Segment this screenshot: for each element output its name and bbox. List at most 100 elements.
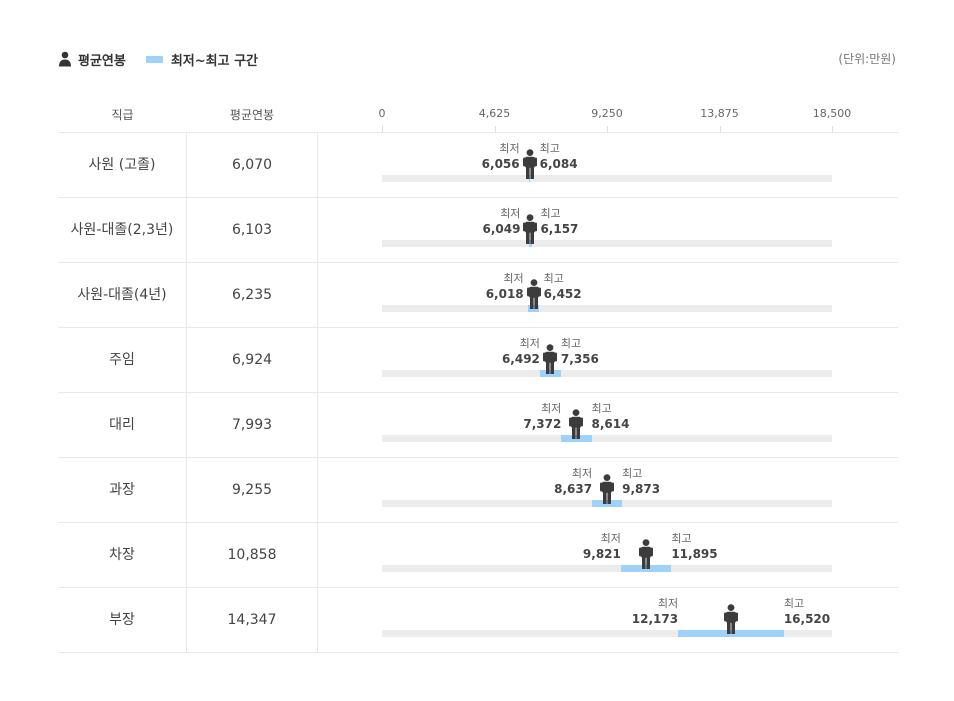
min-label: 최저 12,173 bbox=[632, 597, 678, 627]
range-track bbox=[382, 435, 832, 442]
grade-cell: 차장 bbox=[58, 523, 187, 587]
min-value: 6,492 bbox=[501, 352, 540, 366]
min-value: 6,049 bbox=[482, 222, 521, 236]
min-label: 최저 6,492 bbox=[502, 337, 540, 367]
max-value: 9,873 bbox=[622, 482, 661, 496]
min-caption: 최저 bbox=[600, 532, 621, 545]
max-caption: 최고 bbox=[783, 597, 805, 610]
min-label: 최저 8,637 bbox=[554, 467, 592, 497]
table-row: 부장 14,347 최저 12,173 최고 16,520 bbox=[58, 588, 898, 653]
table-row: 주임 6,924 최저 6,492 최고 7,356 bbox=[58, 328, 898, 393]
max-caption: 최고 bbox=[591, 402, 612, 415]
person-icon bbox=[523, 214, 538, 244]
range-bar bbox=[529, 240, 532, 247]
table-row: 차장 10,858 최저 9,821 최고 11,895 bbox=[58, 523, 898, 588]
max-value: 11,895 bbox=[671, 547, 718, 561]
legend: 평균연봉 최저~최고 구간 bbox=[58, 48, 258, 70]
max-caption: 최고 bbox=[560, 337, 582, 350]
salary-table: 직급 평균연봉 0 4,625 9,250 13,875 18,500 사원 (고졸) 6… bbox=[58, 96, 898, 653]
range-bar bbox=[529, 175, 531, 182]
person-icon bbox=[600, 474, 615, 504]
person-icon bbox=[569, 409, 584, 439]
min-caption: 최저 bbox=[519, 337, 540, 350]
min-caption: 최저 bbox=[500, 207, 521, 220]
table-body: 사원 (고졸) 6,070 최저 6,056 최고 6,084 사원-대졸(2,3년) 6,1… bbox=[58, 133, 898, 653]
max-caption: 최고 bbox=[539, 142, 560, 155]
person-icon bbox=[723, 604, 738, 634]
grade-cell: 사원 (고졸) bbox=[58, 133, 187, 197]
max-label: 최고 8,614 bbox=[592, 402, 630, 432]
table-row: 사원-대졸(4년) 6,235 최저 6,018 최고 6,452 bbox=[58, 263, 898, 328]
min-label: 최저 9,821 bbox=[583, 532, 621, 562]
header-grade: 직급 bbox=[111, 108, 134, 122]
max-value: 8,614 bbox=[591, 417, 630, 431]
range-track bbox=[382, 370, 832, 377]
average-cell: 10,858 bbox=[187, 523, 318, 587]
max-label: 최고 11,895 bbox=[671, 532, 717, 562]
min-caption: 최저 bbox=[499, 142, 520, 155]
average-cell: 6,924 bbox=[187, 328, 318, 392]
max-value: 7,356 bbox=[560, 352, 599, 366]
range-bar bbox=[539, 370, 561, 377]
min-value: 9,821 bbox=[582, 547, 621, 561]
max-label: 최고 9,873 bbox=[622, 467, 660, 497]
grade-cell: 대리 bbox=[58, 393, 187, 457]
axis-tick-label: 4,625 bbox=[478, 107, 511, 120]
axis-tick-label: 13,875 bbox=[700, 107, 739, 120]
max-caption: 최고 bbox=[671, 532, 692, 545]
range-track bbox=[382, 630, 832, 637]
average-cell: 14,347 bbox=[187, 588, 318, 652]
person-icon bbox=[526, 279, 541, 309]
header-average: 평균연봉 bbox=[229, 108, 275, 122]
range-track bbox=[382, 175, 832, 182]
max-caption: 최고 bbox=[540, 207, 561, 220]
grade-cell: 주임 bbox=[58, 328, 187, 392]
max-value: 6,452 bbox=[543, 287, 582, 301]
axis-tick-mark bbox=[719, 126, 721, 132]
grade-cell: 사원-대졸(2,3년) bbox=[58, 198, 187, 262]
table-row: 과장 9,255 최저 8,637 최고 9,873 bbox=[58, 458, 898, 523]
max-label: 최고 16,520 bbox=[784, 597, 830, 627]
average-cell: 6,103 bbox=[187, 198, 318, 262]
range-bar bbox=[678, 630, 784, 637]
max-caption: 최고 bbox=[622, 467, 643, 480]
average-cell: 6,235 bbox=[187, 263, 318, 327]
axis-tick-mark bbox=[494, 126, 496, 132]
max-label: 최고 6,452 bbox=[544, 272, 582, 302]
average-cell: 7,993 bbox=[187, 393, 318, 457]
min-caption: 최저 bbox=[503, 272, 524, 285]
axis-tick-label: 9,250 bbox=[591, 107, 623, 120]
min-value: 8,637 bbox=[554, 482, 593, 496]
axis-tick-label: 0 bbox=[378, 107, 386, 120]
min-label: 최저 6,049 bbox=[482, 207, 520, 237]
unit-label: (단위:만원) bbox=[838, 52, 896, 66]
min-label: 최저 6,018 bbox=[486, 272, 524, 302]
table-row: 대리 7,993 최저 7,372 최고 8,614 bbox=[58, 393, 898, 458]
max-value: 6,157 bbox=[540, 222, 579, 236]
max-label: 최고 7,356 bbox=[561, 337, 599, 367]
person-icon bbox=[522, 149, 537, 179]
range-bar bbox=[528, 305, 539, 312]
max-caption: 최고 bbox=[543, 272, 564, 285]
min-value: 6,018 bbox=[485, 287, 524, 301]
max-value: 16,520 bbox=[783, 612, 831, 626]
axis-tick-mark bbox=[382, 126, 383, 132]
legend-range-swatch bbox=[145, 55, 163, 63]
max-label: 최고 6,084 bbox=[540, 142, 578, 172]
axis-tick-label: 18,500 bbox=[812, 107, 852, 120]
legend-range-label: 최저~최고 구간 bbox=[170, 53, 259, 69]
max-label: 최고 6,157 bbox=[540, 207, 578, 237]
person-icon bbox=[639, 539, 654, 569]
range-bar bbox=[561, 435, 592, 442]
min-caption: 최저 bbox=[541, 402, 562, 415]
axis-tick-mark bbox=[832, 126, 833, 132]
table-row: 사원-대졸(2,3년) 6,103 최저 6,049 최고 6,157 bbox=[58, 198, 898, 263]
range-bar bbox=[592, 500, 623, 507]
min-caption: 최저 bbox=[657, 597, 679, 610]
min-value: 12,173 bbox=[631, 612, 679, 626]
min-value: 7,372 bbox=[523, 417, 562, 431]
max-value: 6,084 bbox=[539, 157, 578, 171]
range-track bbox=[382, 240, 832, 247]
grade-cell: 부장 bbox=[58, 588, 187, 652]
min-caption: 최저 bbox=[571, 467, 593, 480]
